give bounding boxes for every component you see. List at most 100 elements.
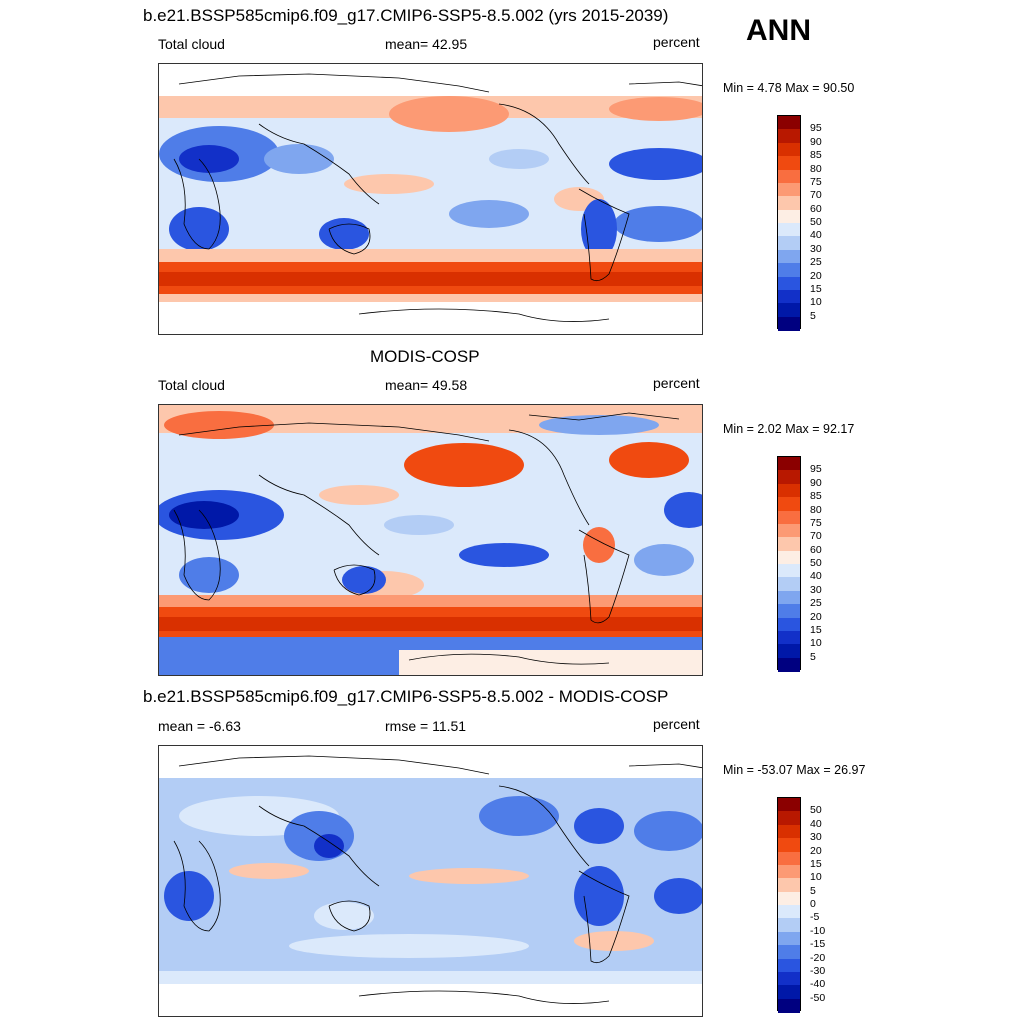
colorbar-segment: [778, 129, 800, 144]
colorbar-tick-label: 95: [810, 463, 822, 476]
colorbar-tick-label: 60: [810, 202, 822, 215]
panel2-units-label: percent: [653, 375, 700, 391]
panel2-variable-label: Total cloud: [158, 377, 225, 393]
colorbar-segment: [778, 142, 800, 157]
colorbar-tick-label: 85: [810, 149, 822, 162]
panel1-title: b.e21.BSSP585cmip6.f09_g17.CMIP6-SSP5-8.…: [143, 6, 669, 25]
colorbar-segment: [778, 905, 800, 919]
colorbar-segment: [778, 851, 800, 866]
colorbar-segment: [778, 537, 800, 552]
colorbar-segment: [778, 169, 800, 184]
colorbar-tick-label: -30: [810, 964, 826, 977]
colorbar-tick-label: -50: [810, 991, 826, 1004]
colorbar-tick-label: 15: [810, 623, 822, 636]
colorbar-tick-label: 50: [810, 557, 822, 569]
colorbar-tick-label: 70: [810, 189, 822, 202]
colorbar-segment: [778, 156, 800, 170]
colorbar-segment: [778, 918, 800, 933]
colorbar-tick-label: -15: [810, 938, 826, 951]
colorbar-tick-label: 20: [810, 610, 822, 623]
colorbar-segment: [778, 316, 800, 331]
colorbar-segment: [778, 303, 800, 318]
panel1-map: [158, 63, 703, 335]
colorbar-segment: [778, 196, 800, 211]
colorbar-segment: [778, 550, 800, 565]
colorbar-segment: [778, 878, 800, 893]
colorbar-tick-label: 90: [810, 476, 822, 489]
panel3-rmse-label: rmse = 11.51: [385, 718, 467, 734]
colorbar-tick-label: 40: [810, 570, 822, 583]
colorbar-tick-label: 30: [810, 242, 822, 255]
colorbar-tick-label: 80: [810, 503, 822, 516]
colorbar-segment: [778, 617, 800, 632]
colorbar-tick-label: 70: [810, 530, 822, 543]
colorbar-tick-label: 95: [810, 122, 822, 135]
colorbar-segment: [778, 116, 800, 130]
colorbar-tick-label: -10: [810, 924, 826, 937]
colorbar-tick-label: 10: [810, 637, 822, 650]
colorbar-tick-label: 5: [810, 884, 816, 897]
colorbar-tick-label: -5: [810, 911, 820, 924]
colorbar-segment: [778, 644, 800, 659]
colorbar-segment: [778, 483, 800, 498]
colorbar-tick-label: 10: [810, 871, 822, 884]
colorbar-segment: [778, 470, 800, 485]
panel3-mean-label: mean = -6.63: [158, 718, 241, 734]
colorbar-tick-label: 50: [810, 216, 822, 228]
colorbar-segment: [778, 236, 800, 251]
colorbar-tick-label: 15: [810, 282, 822, 295]
colorbar-tick-label: 80: [810, 162, 822, 175]
colorbar-tick-label: 10: [810, 296, 822, 309]
colorbar-tick-label: 25: [810, 597, 822, 610]
colorbar-segment: [778, 457, 800, 471]
colorbar-segment: [778, 998, 800, 1013]
colorbar-segment: [778, 891, 800, 906]
colorbar-segment: [778, 931, 800, 946]
colorbar-tick-label: -20: [810, 951, 826, 964]
colorbar-tick-label: 15: [810, 857, 822, 870]
panel3-units-label: percent: [653, 716, 700, 732]
panel2-minmax-label: Min = 2.02 Max = 92.17: [723, 422, 855, 436]
colorbar-tick-label: 75: [810, 516, 822, 529]
panel1-units-label: percent: [653, 34, 700, 50]
colorbar-segment: [778, 958, 800, 973]
colorbar-segment: [778, 864, 800, 879]
colorbar-segment: [778, 590, 800, 605]
colorbar-tick-label: 30: [810, 831, 822, 844]
colorbar-segment: [778, 182, 800, 197]
colorbar-tick-label: 30: [810, 583, 822, 596]
panel2-mean-label: mean= 49.58: [385, 377, 468, 393]
colorbar-tick-label: 20: [810, 269, 822, 282]
colorbar-segment: [778, 798, 800, 812]
colorbar-segment: [778, 838, 800, 852]
colorbar-segment: [778, 276, 800, 291]
panel2-title: MODIS-COSP: [370, 347, 480, 366]
panel1-minmax-label: Min = 4.78 Max = 90.50: [723, 81, 855, 95]
colorbar-segment: [778, 604, 800, 618]
colorbar-segment: [778, 523, 800, 538]
colorbar-segment: [778, 223, 800, 237]
colorbar-tick-label: 75: [810, 175, 822, 188]
colorbar-segment: [778, 497, 800, 511]
colorbar-segment: [778, 289, 800, 304]
colorbar-tick-label: 20: [810, 844, 822, 857]
panel2-colorbar: [777, 456, 801, 672]
colorbar-segment: [778, 630, 800, 645]
colorbar-segment: [778, 564, 800, 578]
colorbar-tick-label: 40: [810, 817, 822, 830]
colorbar-tick-label: -40: [810, 978, 826, 991]
season-label: ANN: [746, 14, 811, 47]
colorbar-tick-label: 5: [810, 650, 816, 663]
colorbar-tick-label: 0: [810, 898, 816, 910]
colorbar-tick-label: 90: [810, 135, 822, 148]
colorbar-segment: [778, 824, 800, 839]
panel3-title: b.e21.BSSP585cmip6.f09_g17.CMIP6-SSP5-8.…: [143, 687, 669, 706]
colorbar-tick-label: 60: [810, 543, 822, 556]
panel1-variable-label: Total cloud: [158, 36, 225, 52]
colorbar-tick-label: 5: [810, 309, 816, 322]
colorbar-segment: [778, 510, 800, 525]
panel3-colorbar: [777, 797, 801, 1013]
colorbar-tick-label: 85: [810, 490, 822, 503]
colorbar-segment: [778, 263, 800, 277]
colorbar-segment: [778, 811, 800, 826]
